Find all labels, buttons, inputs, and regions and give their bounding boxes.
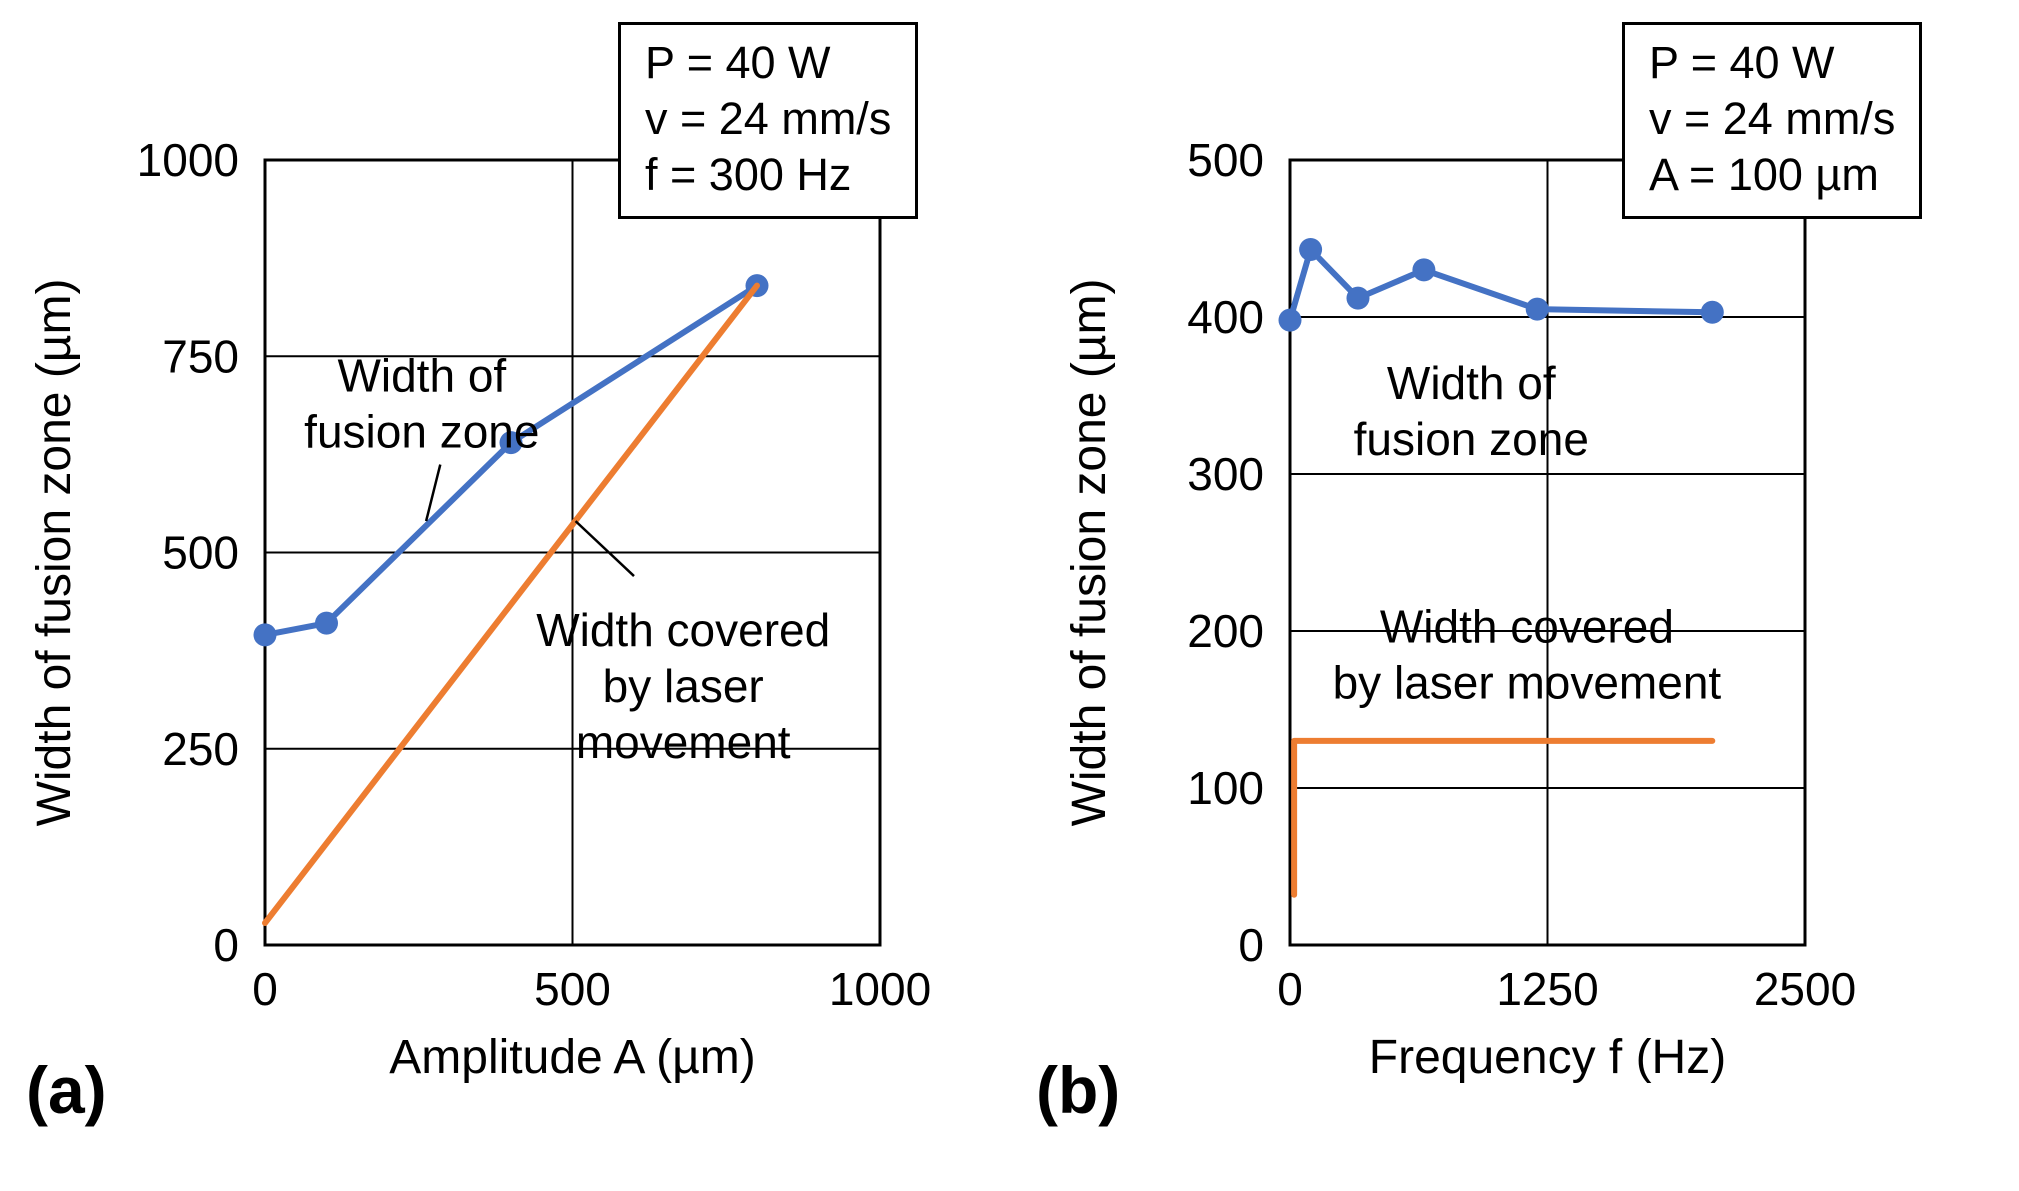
param-line: v = 24 mm/s bbox=[1649, 92, 1896, 144]
annotation-text: Width of bbox=[337, 349, 506, 401]
series-line-1 bbox=[262, 282, 760, 927]
x-tick-label: 0 bbox=[1277, 963, 1303, 1015]
y-tick-label: 0 bbox=[1238, 919, 1264, 971]
x-axis-label: Amplitude A (µm) bbox=[389, 1031, 755, 1084]
panel-label-a: (a) bbox=[26, 1053, 107, 1127]
data-point bbox=[315, 611, 338, 635]
y-tick-label: 0 bbox=[213, 919, 239, 971]
annotation-text: Width covered bbox=[1380, 601, 1674, 653]
param-line: P = 40 W bbox=[1649, 37, 1835, 88]
data-point bbox=[1299, 237, 1323, 261]
y-axis-label: Width of fusion zone (µm) bbox=[28, 279, 81, 827]
y-tick-label: 100 bbox=[1187, 762, 1264, 814]
annotation-text: Width covered bbox=[536, 604, 830, 656]
param-line: P = 40 W bbox=[645, 37, 831, 88]
annotation-text: by laser movement bbox=[1333, 657, 1722, 709]
leader-line bbox=[424, 464, 442, 522]
x-tick-label: 1250 bbox=[1496, 963, 1598, 1015]
y-tick-label: 300 bbox=[1187, 448, 1264, 500]
panel-a: Width of fusion zone Width covered by laser… bbox=[26, 22, 931, 1127]
series-line-0 bbox=[262, 282, 760, 638]
y-tick-label: 500 bbox=[162, 527, 239, 579]
x-tick-label: 2500 bbox=[1754, 963, 1856, 1015]
param-box-a: P = 40 W v = 24 mm/s f = 300 Hz bbox=[618, 22, 919, 220]
annotation-text: by laser bbox=[603, 660, 764, 712]
param-line: f = 300 Hz bbox=[645, 148, 852, 200]
annotation-text: Width of bbox=[1387, 357, 1556, 409]
y-tick-label: 400 bbox=[1187, 291, 1264, 343]
series-line-1 bbox=[1291, 737, 1716, 898]
panel-b: Width of fusion zone Width covered by laser… bbox=[1010, 0, 2019, 1191]
annotation-text: fusion zone bbox=[1354, 413, 1589, 465]
x-tick-label: 0 bbox=[252, 963, 278, 1015]
plot-border bbox=[1288, 158, 1807, 947]
annotation-text: movement bbox=[576, 716, 791, 768]
y-tick-label: 500 bbox=[1187, 134, 1264, 186]
plot-border bbox=[263, 158, 882, 947]
param-box-b: P = 40 W v = 24 mm/s A = 100 µm bbox=[1622, 22, 1923, 220]
data-point bbox=[499, 431, 523, 455]
x-tick-label: 1000 bbox=[829, 963, 931, 1015]
data-point bbox=[1346, 286, 1370, 310]
data-point bbox=[253, 623, 277, 647]
param-line: v = 24 mm/s bbox=[645, 92, 892, 144]
data-point bbox=[1278, 308, 1302, 332]
data-point bbox=[1525, 297, 1549, 321]
y-tick-label: 750 bbox=[162, 330, 239, 382]
param-line: A = 100 µm bbox=[1649, 148, 1879, 200]
panel-label-b: (b) bbox=[1036, 1053, 1121, 1127]
y-tick-label: 200 bbox=[1187, 605, 1264, 657]
x-axis-label: Frequency f (Hz) bbox=[1369, 1031, 1726, 1084]
leader-line bbox=[574, 520, 635, 577]
series-line-0 bbox=[1287, 246, 1716, 324]
annotation-text: fusion zone bbox=[304, 405, 539, 457]
y-tick-label: 1000 bbox=[137, 134, 239, 186]
data-point bbox=[1412, 258, 1436, 282]
y-tick-label: 250 bbox=[162, 723, 239, 775]
x-tick-label: 500 bbox=[534, 963, 611, 1015]
data-point bbox=[1700, 300, 1724, 324]
y-axis-label: Width of fusion zone (µm) bbox=[1063, 279, 1116, 827]
